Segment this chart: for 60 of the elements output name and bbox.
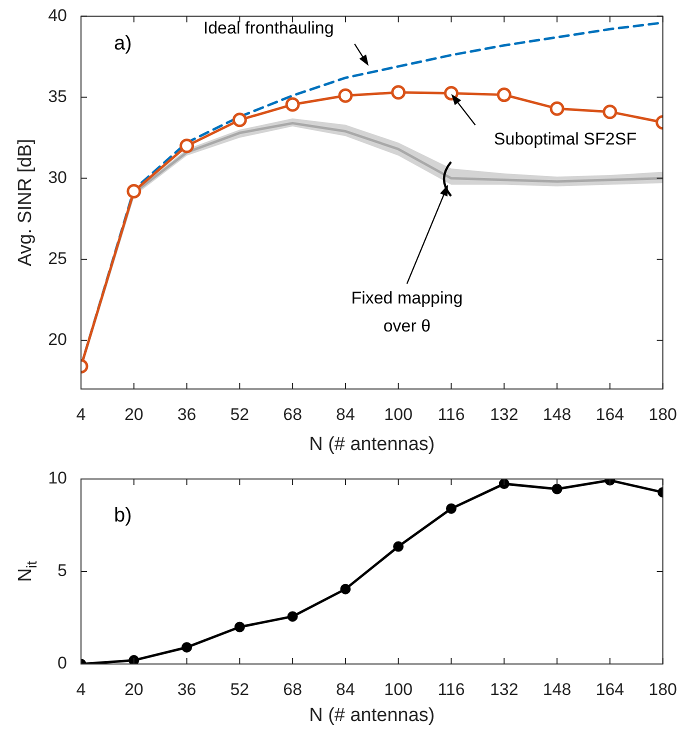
x-tick-label: 84 — [336, 680, 355, 699]
y-tick-label: 40 — [48, 6, 67, 25]
point — [602, 104, 618, 120]
x-tick-label: 148 — [542, 680, 572, 699]
x-tick-label: 148 — [542, 404, 572, 424]
point — [552, 484, 562, 494]
annotation: a) — [114, 32, 132, 55]
x-tick-label: 132 — [490, 404, 518, 424]
x-axis-title: N (# antennas) — [309, 434, 435, 455]
y-tick-label: 10 — [48, 468, 67, 488]
x-tick-label: 20 — [124, 404, 144, 424]
x-tick-label: 36 — [177, 404, 196, 424]
y-tick-label: 25 — [48, 249, 67, 268]
y-tick-label: 35 — [48, 86, 67, 106]
x-tick-label: 4 — [76, 404, 86, 424]
y-tick-label: 20 — [48, 330, 67, 350]
point — [340, 584, 351, 594]
x-tick-label: 36 — [177, 680, 196, 699]
annotation: b) — [114, 504, 132, 527]
point — [498, 479, 510, 490]
point — [496, 88, 512, 102]
point — [182, 642, 192, 653]
x-tick-label: 84 — [336, 404, 355, 424]
point — [391, 85, 406, 100]
point — [285, 97, 300, 112]
point — [128, 655, 140, 664]
point — [338, 88, 353, 103]
point — [232, 112, 247, 128]
annotation: Suboptimal SF2SF — [494, 130, 637, 149]
x-tick-label: 164 — [596, 680, 624, 699]
annotation: Ideal fronthauling — [203, 18, 334, 38]
x-tick-label: 52 — [230, 404, 250, 424]
x-tick-label: 116 — [438, 680, 465, 699]
x-tick-label: 116 — [438, 404, 465, 424]
y-axis-title: Nit — [15, 561, 41, 582]
x-tick-label: 164 — [596, 404, 624, 424]
point — [393, 541, 404, 552]
x-tick-label: 20 — [124, 680, 144, 699]
y-tick-label: 0 — [58, 654, 67, 673]
point — [446, 503, 456, 514]
point — [444, 86, 458, 100]
y-tick-label: 30 — [48, 168, 67, 187]
x-tick-label: 4 — [76, 680, 86, 699]
x-tick-label: 132 — [490, 680, 518, 699]
annotation: Fixed mapping over θ — [351, 288, 463, 336]
point — [287, 611, 298, 622]
x-tick-label: 180 — [648, 404, 678, 424]
x-axis-title: N (# antennas) — [309, 704, 435, 726]
x-tick-label: 68 — [283, 404, 302, 424]
y-tick-label: 5 — [58, 561, 67, 580]
x-tick-label: 180 — [648, 680, 678, 699]
point — [234, 622, 245, 632]
y-axis-title: Avg. SINR [dB] — [15, 138, 36, 266]
x-tick-label: 100 — [384, 680, 413, 699]
point — [550, 101, 564, 116]
x-tick-label: 100 — [384, 404, 413, 424]
point — [180, 138, 194, 154]
x-tick-label: 52 — [230, 680, 250, 699]
point — [126, 184, 142, 199]
x-tick-label: 68 — [283, 680, 302, 699]
